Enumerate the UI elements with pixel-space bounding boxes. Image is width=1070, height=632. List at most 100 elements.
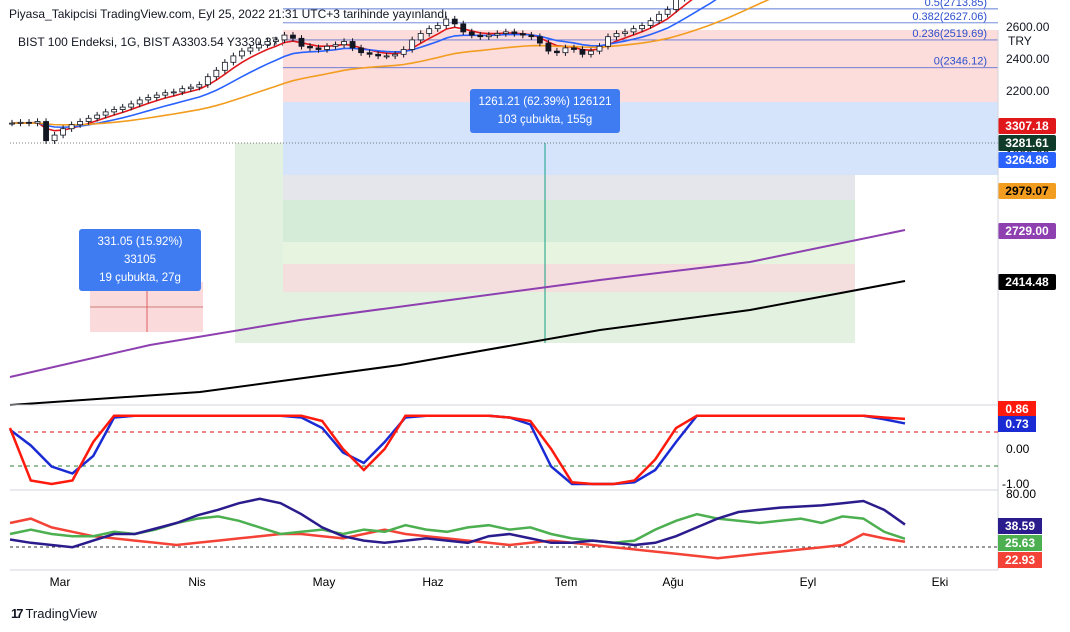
candle-body — [409, 39, 416, 50]
candle-body — [451, 18, 458, 25]
x-tick-label: Eki — [932, 575, 949, 589]
candle-body — [366, 52, 373, 55]
price-badge — [998, 274, 1056, 290]
candle-body — [85, 117, 92, 122]
candle-body — [221, 61, 228, 71]
candle-body — [341, 41, 347, 46]
osc1-badge — [998, 416, 1036, 432]
measure-box-2-line1: 1261.21 (62.39%) 126121 — [478, 96, 612, 108]
candle-body — [51, 134, 58, 142]
x-tick-label: Eyl — [800, 575, 817, 589]
x-tick-label: Mar — [50, 575, 71, 589]
candle-body — [204, 76, 211, 86]
footer: 17 TradingView — [11, 606, 97, 621]
candle-body — [111, 109, 118, 113]
candle-body — [613, 33, 620, 38]
candle-body — [213, 69, 220, 78]
candle-body — [196, 84, 203, 88]
candle-body — [485, 34, 492, 38]
ema-fast-line — [11, 0, 693, 132]
candle-body — [256, 44, 262, 49]
candle-body — [324, 45, 330, 50]
x-tick-label: Nis — [188, 575, 205, 589]
osc2-badge — [998, 518, 1042, 534]
candle-body — [630, 28, 637, 33]
candle-body — [349, 41, 356, 49]
fib-zone-top — [283, 30, 998, 102]
osc2-tick: 80.00 — [1006, 487, 1036, 501]
candle-body — [519, 33, 526, 36]
candle-body — [94, 114, 101, 119]
candle-body — [358, 47, 364, 54]
price-badge — [998, 152, 1056, 168]
candle-body — [639, 25, 645, 30]
candle-body — [162, 92, 169, 96]
price-badge-label: 3281.61 — [1005, 136, 1049, 150]
candle-body — [298, 37, 305, 47]
fib-level-label: 0(2346.12) — [934, 56, 987, 68]
candle-body — [647, 20, 654, 26]
candle-body — [511, 31, 518, 34]
x-tick-label: Haz — [422, 575, 443, 589]
candle-body — [468, 31, 475, 36]
fib-level-label: 0.382(2627.06) — [912, 11, 987, 23]
published-line: Piyasa_Takipcisi TradingView.com, Eyl 25… — [9, 7, 448, 21]
candle-body — [179, 88, 186, 93]
candle-body — [588, 50, 594, 55]
osc1-tick: 0.00 — [1006, 442, 1030, 456]
price-badge — [998, 135, 1056, 151]
candle-body — [545, 42, 552, 52]
price-badge — [998, 118, 1056, 134]
candle-body — [622, 31, 628, 34]
ema-long-line — [9, 229, 906, 378]
price-badge-label: 3264.86 — [1005, 153, 1049, 167]
fib-zone-382 — [283, 242, 855, 264]
osc1-badge-label: 0.73 — [1005, 417, 1029, 431]
candle-body — [554, 50, 560, 54]
measure-box-1-line1: 331.05 (15.92%) 33105 — [97, 236, 183, 266]
candle-body — [60, 128, 66, 136]
candle-body — [392, 53, 399, 57]
y-tick-label: 2600.00 — [1006, 20, 1050, 34]
osc2-badge — [998, 552, 1042, 568]
candle-body — [494, 33, 501, 36]
candle-body — [247, 47, 254, 52]
fib-zone-786 — [283, 200, 855, 242]
ema-200-line — [9, 280, 906, 406]
candle-body — [332, 44, 339, 47]
fib-level-label: 0.5(2713.85) — [925, 0, 987, 9]
candle-body — [17, 121, 24, 124]
candle-body — [68, 124, 75, 130]
candle-body — [502, 31, 509, 34]
fib-zone-1618 — [283, 102, 998, 175]
candle-body — [375, 53, 382, 57]
candle-body — [230, 55, 237, 63]
osc1-badge — [998, 401, 1036, 417]
currency-label: TRY — [1008, 34, 1032, 48]
candle-body — [417, 33, 424, 41]
fib-zone-1 — [283, 175, 855, 200]
candle-body — [315, 47, 322, 50]
price-badge — [998, 183, 1056, 199]
candle-body — [128, 103, 135, 108]
ema-mid-line — [11, 0, 717, 129]
candle-body — [664, 9, 671, 15]
x-tick-label: Ağu — [662, 575, 683, 589]
osc2-badge-label: 25.63 — [1005, 536, 1035, 550]
candle-body — [26, 121, 32, 124]
candle-body — [571, 47, 577, 50]
price-badge-label: 3307.18 — [1005, 119, 1049, 133]
candle-body — [656, 13, 662, 22]
fib-level-label: 0.236(2519.69) — [912, 28, 987, 40]
osc2-red-line — [9, 517, 906, 560]
x-tick-label: Tem — [555, 575, 578, 589]
candle-body — [307, 45, 313, 49]
measure-box-2-line2: 103 çubukta, 155g — [497, 114, 593, 126]
candle-body — [170, 91, 177, 94]
footer-brand: TradingView — [25, 606, 98, 621]
y-tick-label: 2400.00 — [1006, 52, 1050, 66]
candle-body — [443, 18, 450, 26]
y-tick-label: 2800.00 — [1006, 0, 1050, 2]
candle-body — [9, 122, 15, 125]
